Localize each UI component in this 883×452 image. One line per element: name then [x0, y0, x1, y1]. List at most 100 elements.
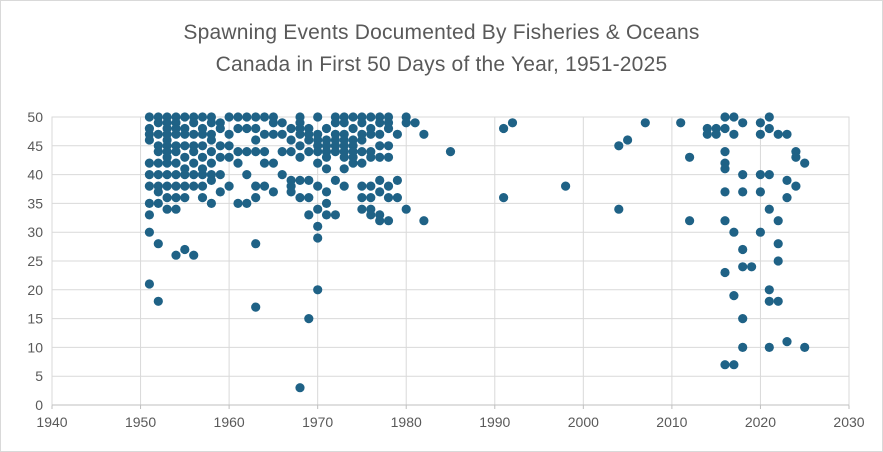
- data-point: [720, 360, 730, 370]
- data-point: [313, 147, 323, 157]
- data-point: [720, 267, 730, 278]
- data-point: [251, 239, 261, 249]
- data-point: [286, 147, 296, 157]
- data-point: [330, 210, 340, 220]
- data-point: [189, 147, 199, 157]
- data-point: [304, 314, 314, 324]
- data-point: [561, 181, 571, 191]
- data-point: [277, 170, 287, 180]
- data-point: [242, 170, 252, 180]
- data-point: [339, 181, 349, 191]
- data-point: [419, 129, 429, 139]
- data-point: [251, 147, 261, 157]
- data-point: [286, 135, 296, 145]
- data-point: [348, 158, 358, 168]
- data-point: [321, 210, 332, 220]
- data-point: [259, 147, 270, 157]
- data-point: [180, 244, 190, 255]
- data-point: [242, 112, 252, 122]
- data-point: [277, 147, 287, 157]
- data-point: [383, 123, 394, 134]
- data-point: [640, 118, 650, 128]
- x-tick-label: 1990: [479, 414, 510, 430]
- data-point: [233, 123, 243, 134]
- y-tick-label: 35: [27, 195, 43, 211]
- data-point: [144, 227, 154, 237]
- data-point: [286, 123, 296, 134]
- x-tick-label: 1940: [36, 414, 67, 430]
- x-tick-label: 2000: [568, 414, 599, 430]
- data-point: [330, 118, 340, 128]
- data-point: [206, 158, 216, 168]
- data-point: [720, 123, 730, 134]
- data-point: [153, 198, 163, 208]
- data-point: [215, 141, 225, 151]
- data-point: [304, 135, 314, 145]
- data-point: [410, 118, 420, 128]
- data-point: [764, 123, 774, 134]
- data-point: [206, 135, 216, 145]
- data-point: [339, 152, 349, 162]
- data-point: [259, 129, 270, 139]
- data-point: [729, 129, 739, 139]
- data-point: [357, 181, 367, 191]
- data-point: [791, 181, 801, 191]
- data-point: [773, 296, 783, 306]
- data-point: [189, 250, 199, 260]
- data-point: [268, 158, 278, 168]
- data-point: [685, 216, 695, 226]
- data-point: [215, 152, 225, 162]
- data-point: [144, 135, 154, 145]
- data-point: [153, 170, 163, 180]
- y-tick-label: 20: [27, 282, 43, 298]
- data-point: [277, 129, 287, 139]
- data-point: [144, 279, 154, 289]
- data-point: [144, 158, 154, 168]
- data-point: [189, 118, 199, 128]
- chart-title-line1: Spawning Events Documented By Fisheries …: [183, 21, 700, 44]
- data-point: [366, 181, 376, 191]
- data-point: [375, 216, 385, 226]
- data-point: [251, 123, 261, 134]
- data-point: [375, 141, 385, 151]
- data-point: [623, 135, 633, 145]
- data-point: [251, 135, 261, 145]
- y-tick-label: 50: [27, 109, 43, 125]
- data-point: [729, 112, 739, 122]
- x-tick-label: 2010: [656, 414, 687, 430]
- y-tick-label: 5: [35, 368, 43, 384]
- data-point: [251, 112, 261, 122]
- data-point: [162, 181, 172, 191]
- data-point: [357, 193, 367, 203]
- data-point: [392, 175, 402, 185]
- data-point: [392, 193, 402, 203]
- x-tick-label: 1980: [391, 414, 422, 430]
- data-point: [720, 164, 730, 174]
- data-point: [162, 204, 172, 214]
- data-point: [259, 158, 270, 168]
- data-point: [171, 181, 181, 191]
- data-point: [738, 118, 748, 128]
- data-point: [720, 147, 730, 157]
- data-point: [375, 152, 385, 162]
- y-tick-label: 15: [27, 311, 43, 327]
- data-point: [339, 118, 349, 128]
- data-point: [366, 112, 376, 122]
- data-point: [153, 129, 163, 139]
- data-point: [507, 118, 518, 128]
- data-point: [738, 244, 748, 255]
- data-point: [392, 129, 402, 139]
- data-point: [180, 170, 190, 180]
- data-point: [242, 123, 252, 134]
- data-point: [773, 256, 783, 266]
- data-point: [313, 112, 323, 122]
- data-point: [313, 158, 323, 168]
- data-point: [720, 187, 730, 197]
- data-point: [180, 193, 190, 203]
- data-point: [339, 164, 349, 174]
- data-point: [259, 112, 270, 122]
- data-point: [357, 147, 367, 157]
- data-point: [268, 129, 278, 139]
